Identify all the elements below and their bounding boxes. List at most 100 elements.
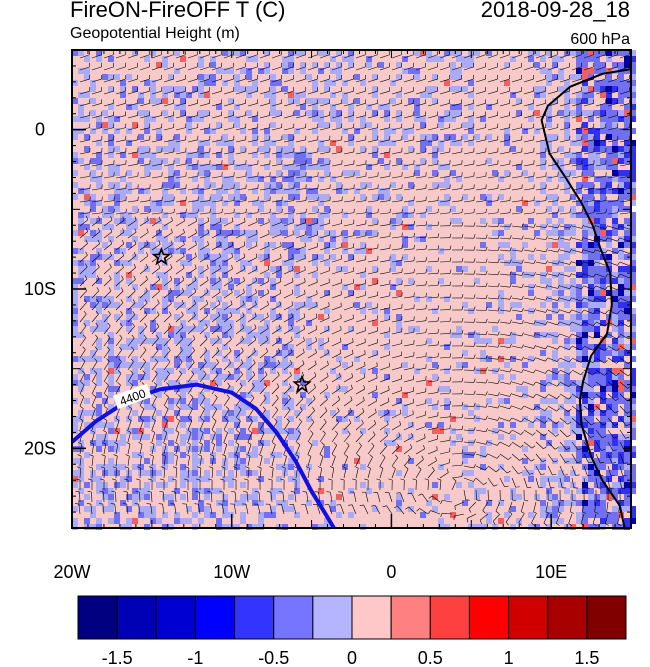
wind-barb-flag <box>169 299 172 304</box>
field-cell <box>324 452 330 458</box>
field-cell <box>72 458 78 464</box>
field-cell <box>84 116 90 122</box>
wind-barb <box>391 151 402 155</box>
field-cell <box>234 434 240 440</box>
field-cell <box>108 134 114 140</box>
wind-barb <box>547 115 558 119</box>
wind-barb <box>487 139 498 143</box>
field-cell <box>84 356 90 362</box>
field-cell <box>342 344 348 350</box>
field-cell <box>516 164 522 170</box>
wind-barb <box>523 297 534 301</box>
field-cell <box>552 260 558 266</box>
wind-barb <box>259 139 270 143</box>
field-cell <box>630 158 636 164</box>
wind-barb <box>499 115 510 119</box>
field-cell <box>222 140 228 146</box>
field-cell <box>618 170 624 176</box>
field-cell <box>564 224 570 230</box>
wind-barb <box>199 280 209 287</box>
field-cell <box>594 110 600 116</box>
field-cell <box>582 272 588 278</box>
wind-barb <box>163 291 172 299</box>
wind-barb-flag <box>185 208 187 213</box>
field-cell <box>192 152 198 158</box>
wind-barb-flag <box>449 245 452 250</box>
field-cell <box>390 266 396 272</box>
field-cell <box>630 152 636 158</box>
wind-barb <box>475 273 487 275</box>
field-cell <box>378 410 384 416</box>
wind-barb <box>271 222 282 227</box>
field-cell <box>624 176 630 182</box>
wind-barb <box>403 90 414 95</box>
field-cell <box>150 404 156 410</box>
wind-barb <box>571 297 582 302</box>
field-cell <box>330 140 336 146</box>
wind-barb <box>391 260 402 263</box>
field-cell <box>240 230 246 236</box>
field-cell <box>294 170 300 176</box>
wind-barb <box>103 175 114 179</box>
field-cell <box>540 416 546 422</box>
field-cell <box>564 170 570 176</box>
field-cell <box>306 344 312 350</box>
wind-barb <box>319 246 330 251</box>
field-cell <box>234 248 240 254</box>
wind-barb <box>331 127 342 131</box>
field-cell <box>96 380 102 386</box>
wind-barb-flag <box>569 309 572 314</box>
field-cell <box>246 212 252 218</box>
field-cell <box>582 488 588 494</box>
wind-barb-flag <box>242 288 245 293</box>
wind-barb <box>583 115 594 119</box>
wind-barb <box>379 247 390 251</box>
field-cell <box>126 170 132 176</box>
field-cell <box>300 380 306 386</box>
field-cell <box>312 272 318 278</box>
field-cell <box>552 302 558 308</box>
field-cell <box>192 464 198 470</box>
field-cell <box>276 200 282 206</box>
field-cell <box>360 230 366 236</box>
field-cell <box>174 158 180 164</box>
wind-barb <box>295 151 306 155</box>
wind-barb <box>175 303 184 311</box>
field-cell <box>108 464 114 470</box>
field-cell <box>552 200 558 206</box>
field-cell <box>576 500 582 506</box>
wind-barb <box>139 127 150 131</box>
field-cell <box>114 146 120 152</box>
field-cell <box>108 146 114 152</box>
wind-barb-flag <box>156 311 160 316</box>
field-cell <box>594 320 600 326</box>
field-cell <box>600 368 606 374</box>
wind-barb <box>175 66 186 71</box>
field-cell <box>90 272 96 278</box>
field-cell <box>198 296 204 302</box>
field-cell <box>300 170 306 176</box>
field-cell <box>360 194 366 200</box>
wind-barb-flag <box>243 276 245 281</box>
field-cell <box>198 326 204 332</box>
field-cell <box>528 476 534 482</box>
wind-barb <box>619 66 630 71</box>
field-cell <box>276 224 282 230</box>
field-cell <box>426 266 432 272</box>
wind-barb-flag <box>449 221 452 226</box>
wind-barb <box>103 243 112 251</box>
field-cell <box>294 164 300 170</box>
wind-barb <box>595 309 606 315</box>
field-cell <box>150 200 156 206</box>
wind-barb-flag <box>110 216 113 221</box>
field-cell <box>204 182 210 188</box>
wind-barb <box>331 258 342 263</box>
field-cell <box>630 170 636 176</box>
field-cell <box>312 188 318 194</box>
field-cell <box>570 170 576 176</box>
wind-barb-flag <box>425 233 427 238</box>
field-cell <box>120 80 126 86</box>
field-cell <box>96 338 102 344</box>
field-cell <box>576 134 582 140</box>
wind-barb <box>199 66 210 71</box>
